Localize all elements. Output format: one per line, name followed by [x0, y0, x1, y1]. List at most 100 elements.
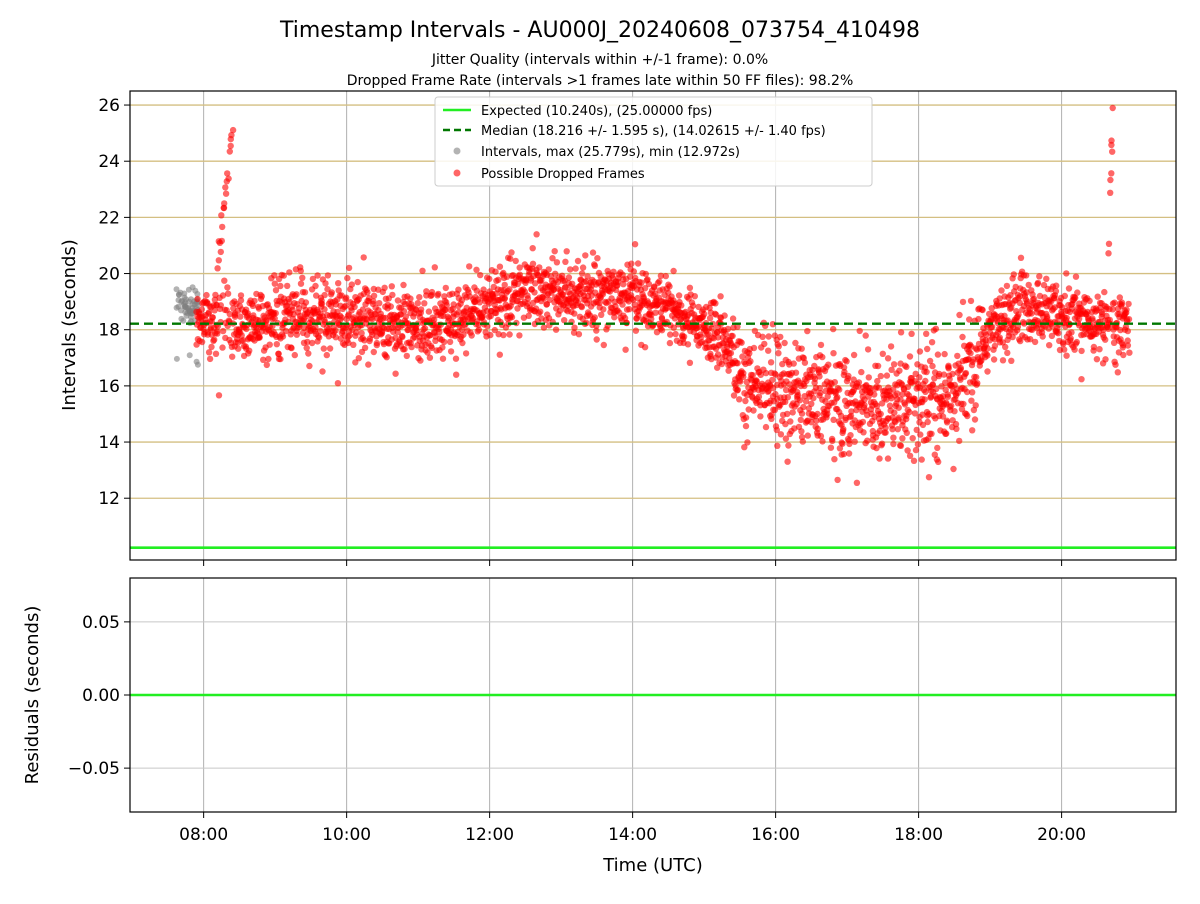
dropped-frame-point: [877, 372, 884, 380]
residuals-axes-frame: [129, 577, 1177, 813]
dropped-frame-point: [1116, 294, 1124, 301]
dropped-frame-point: [773, 426, 780, 434]
dropped-frame-point: [428, 344, 435, 352]
dropped-frame-point: [856, 327, 863, 335]
dropped-frame-point: [370, 298, 377, 305]
dropped-frame-point: [473, 266, 480, 273]
dropped-frame-point: [658, 327, 666, 334]
dropped-frame-point: [284, 282, 291, 290]
dropped-frame-point: [431, 264, 438, 271]
dropped-frame-point: [551, 248, 558, 255]
intervals-y-tick-label: 24: [98, 152, 120, 172]
dropped-frame-point: [884, 455, 892, 462]
dropped-frame-point: [724, 325, 732, 333]
dropped-frame-point: [888, 366, 895, 373]
dropped-frame-point: [879, 350, 886, 357]
legend-dropped-swatch: [453, 169, 461, 177]
dropped-frame-point: [575, 331, 583, 338]
dropped-frame-point: [516, 264, 523, 271]
dropped-frame-point: [712, 300, 719, 307]
dropped-frame-point: [345, 339, 352, 347]
dropped-frame-point: [293, 291, 300, 298]
dropped-frame-point: [212, 350, 220, 357]
dropped-frame-point: [1108, 170, 1115, 177]
interval-point: [183, 312, 190, 319]
dropped-frame-point: [757, 371, 764, 378]
dropped-frame-point: [237, 292, 245, 299]
dropped-frame-point: [1114, 369, 1122, 376]
dropped-frame-point: [578, 270, 586, 277]
dropped-frame-point: [736, 396, 743, 403]
dropped-frame-point: [873, 444, 880, 452]
dropped-frame-point: [309, 275, 317, 283]
dropped-frame-point: [706, 314, 714, 322]
dropped-frame-point: [458, 297, 466, 304]
dropped-frame-point: [460, 331, 467, 338]
dropped-frame-point: [775, 343, 782, 350]
dropped-frame-point: [361, 344, 369, 351]
dropped-frame-point: [765, 333, 772, 340]
dropped-frame-point: [948, 402, 955, 409]
dropped-frame-point: [973, 373, 980, 381]
dropped-frame-point: [455, 286, 462, 293]
dropped-frame-point: [860, 429, 867, 436]
dropped-frame-point: [209, 314, 216, 321]
dropped-frame-point: [873, 402, 881, 410]
dropped-frame-point: [904, 383, 912, 391]
dropped-frame-point: [224, 284, 231, 291]
chart-subtitle-dropped: Dropped Frame Rate (intervals >1 frames …: [347, 73, 854, 89]
dropped-frame-point: [275, 350, 282, 357]
dropped-frame-point: [906, 353, 914, 360]
dropped-frame-point: [304, 338, 311, 346]
dropped-frame-point: [727, 349, 735, 357]
dropped-frame-point: [1118, 301, 1125, 308]
dropped-frame-point: [524, 295, 532, 302]
dropped-frame-point: [734, 323, 741, 330]
dropped-frame-point: [761, 340, 768, 348]
dropped-frame-point: [861, 401, 868, 409]
dropped-frame-point: [969, 427, 976, 434]
dropped-frame-point: [401, 346, 408, 353]
dropped-frame-point: [265, 355, 272, 363]
dropped-frame-point: [373, 341, 380, 349]
dropped-frame-point: [288, 344, 295, 352]
dropped-frame-point: [388, 283, 395, 290]
dropped-frame-point: [1108, 137, 1115, 144]
dropped-frame-point: [468, 332, 475, 339]
dropped-frame-point: [781, 339, 788, 347]
dropped-frame-point: [584, 273, 591, 280]
dropped-frame-point: [904, 447, 911, 454]
dropped-frame-point: [295, 305, 303, 312]
dropped-frame-point: [911, 395, 918, 403]
dropped-frame-point: [729, 332, 736, 340]
dropped-frame-point: [1117, 326, 1124, 334]
dropped-frame-point: [862, 332, 869, 339]
dropped-frame-point: [740, 370, 747, 377]
dropped-frame-point: [968, 397, 975, 404]
dropped-frame-point: [496, 263, 504, 270]
dropped-frame-point: [878, 400, 886, 407]
dropped-frame-point: [589, 249, 597, 256]
dropped-frame-point: [582, 252, 589, 259]
dropped-frame-point: [476, 299, 483, 306]
dropped-frame-point: [1003, 282, 1011, 290]
dropped-frame-point: [940, 371, 948, 378]
dropped-frame-point: [1105, 240, 1113, 247]
dropped-frame-point: [442, 306, 449, 314]
dropped-frame-point: [442, 284, 449, 292]
dropped-frame-point: [1105, 325, 1112, 332]
dropped-frame-point: [376, 300, 383, 307]
dropped-frame-point: [670, 267, 677, 275]
dropped-frame-point: [260, 356, 267, 363]
dropped-frame-point: [851, 438, 858, 445]
dropped-frame-point: [321, 291, 328, 299]
interval-point: [194, 361, 201, 368]
dropped-frame-point: [256, 334, 263, 341]
dropped-frame-point: [916, 348, 924, 355]
dropped-frame-point: [925, 474, 933, 481]
dropped-frame-point: [804, 327, 811, 335]
dropped-frame-point: [1031, 338, 1039, 346]
dropped-frame-point: [503, 273, 511, 280]
dropped-frame-point: [600, 341, 607, 349]
